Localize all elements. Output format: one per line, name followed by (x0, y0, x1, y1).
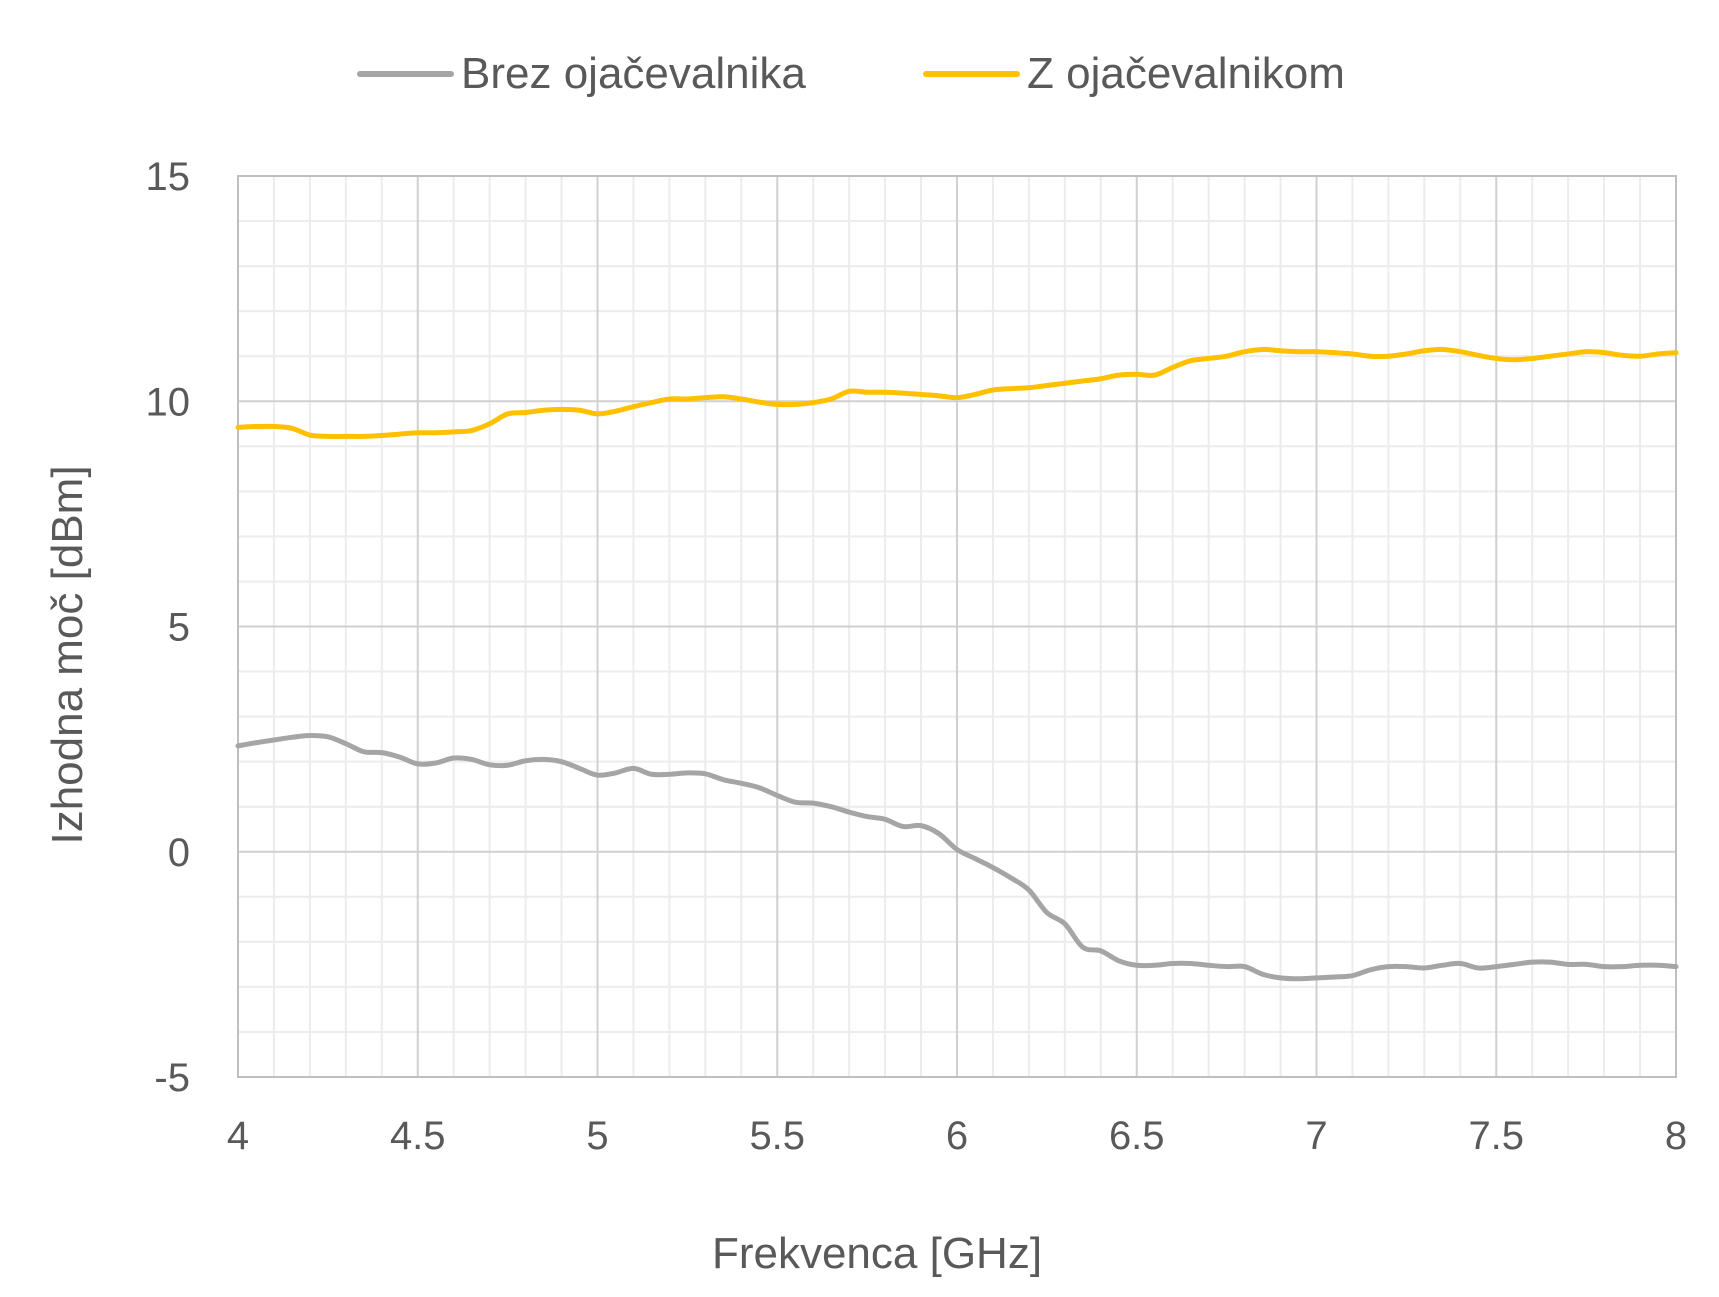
y-tick-label: 0 (168, 831, 190, 875)
legend: Brez ojačevalnika Z ojačevalnikom (357, 49, 1345, 98)
x-tick-label: 8 (1665, 1114, 1687, 1158)
y-axis-tick-labels: -5 0 5 10 15 (146, 155, 191, 1100)
x-tick-label: 5.5 (749, 1114, 805, 1158)
y-tick-label: -5 (154, 1056, 190, 1100)
y-tick-label: 5 (168, 606, 190, 650)
x-tick-label: 5 (586, 1114, 608, 1158)
x-tick-label: 7.5 (1468, 1114, 1524, 1158)
x-tick-label: 6.5 (1109, 1114, 1165, 1158)
x-tick-label: 4 (227, 1114, 249, 1158)
x-axis-title: Frekvenca [GHz] (712, 1229, 1042, 1278)
legend-label-z: Z ojačevalnikom (1027, 49, 1345, 98)
legend-label-brez: Brez ojačevalnika (461, 49, 806, 98)
x-axis-tick-labels: 4 4.5 5 5.5 6 6.5 7 7.5 8 (227, 1114, 1687, 1158)
y-axis-title: Izhodna moč [dBm] (43, 465, 92, 844)
y-tick-label: 15 (146, 155, 191, 199)
series-line-brez-ojacevalnika (235, 733, 1679, 982)
series-line-z-ojacevalnikom (235, 346, 1679, 439)
x-tick-label: 6 (946, 1114, 968, 1158)
x-tick-label: 7 (1305, 1114, 1327, 1158)
series-lines (235, 346, 1679, 982)
x-tick-label: 4.5 (390, 1114, 446, 1158)
y-tick-label: 10 (146, 380, 191, 424)
plot-area-border (237, 175, 1677, 1078)
